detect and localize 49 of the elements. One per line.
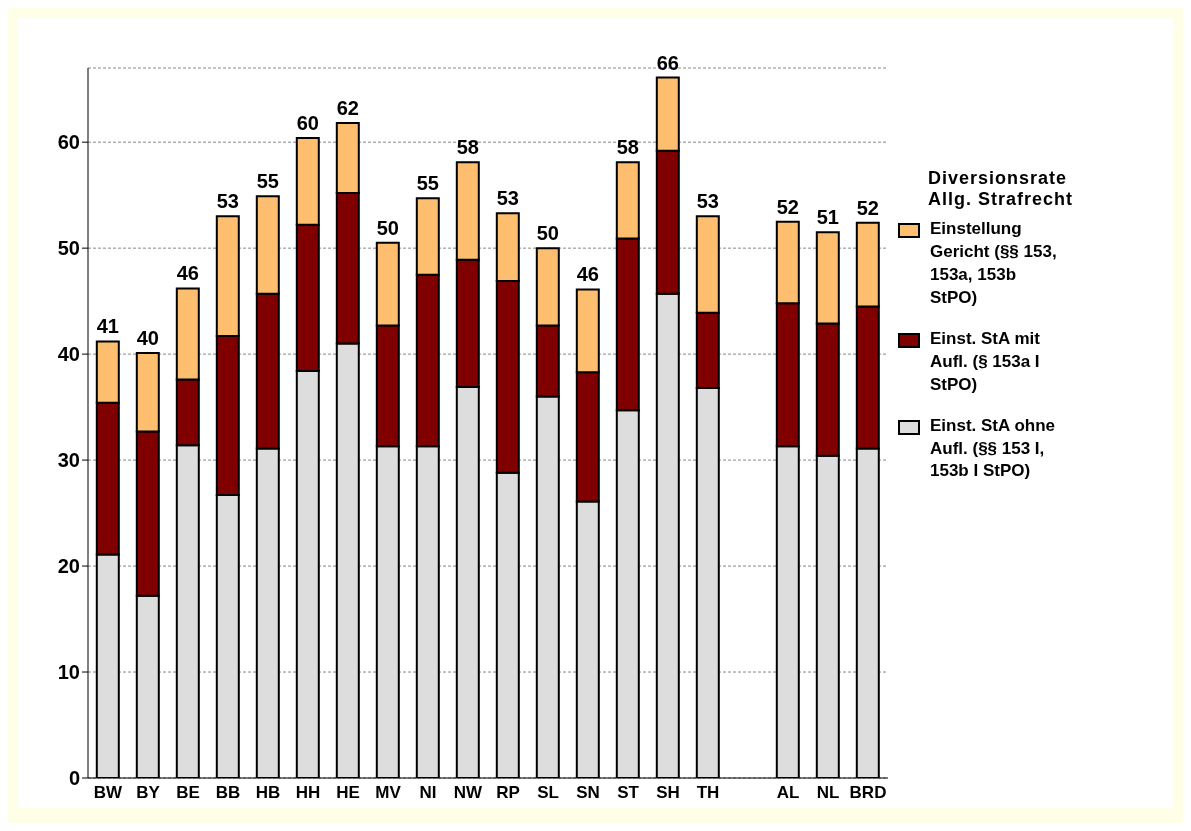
total-label: 60	[296, 111, 319, 134]
x-tick-label: RP	[496, 783, 520, 803]
total-label: 41	[96, 315, 119, 338]
x-tick-label: SL	[537, 783, 559, 803]
x-tick-label: BY	[136, 783, 161, 803]
legend-label: Einst. StA mit Aufl. (§ 153a I StPO)	[930, 327, 1041, 396]
total-label: 50	[376, 216, 399, 239]
x-tick-label: NI	[419, 783, 437, 803]
x-tick-label: BW	[93, 783, 124, 803]
x-tick-label: NL	[816, 783, 840, 803]
y-tick-label: 0	[68, 767, 80, 790]
x-tick-label: HB	[255, 783, 281, 803]
total-label: 40	[136, 327, 159, 350]
x-tick-label: SN	[576, 783, 600, 803]
y-tick-label: 60	[57, 131, 80, 154]
total-label: 66	[656, 51, 679, 74]
x-tick-label: SH	[656, 783, 680, 803]
y-tick-label: 10	[57, 661, 80, 684]
x-tick-label: HE	[336, 783, 360, 803]
legend-label: Einst. StA ohne Aufl. (§§ 153 I, 153b I StPO)	[930, 414, 1056, 483]
x-tick-label: ST	[617, 783, 640, 803]
total-label: 55	[416, 172, 439, 195]
total-label: 46	[576, 263, 599, 286]
total-label: 50	[536, 222, 559, 245]
total-label: 58	[616, 136, 639, 159]
x-tick-label: AL	[776, 783, 800, 803]
legend-title: Diversionsrate Allg. Strafrecht	[928, 168, 1075, 210]
y-tick-label: 30	[57, 449, 80, 472]
y-tick-label: 40	[57, 343, 80, 366]
x-tick-label: BE	[176, 783, 200, 803]
total-label: 62	[336, 97, 359, 120]
total-label: 55	[256, 170, 279, 193]
total-label: 46	[176, 262, 199, 285]
total-label: 52	[856, 196, 879, 219]
x-tick-label: NW	[453, 783, 484, 803]
y-tick-label: 50	[57, 237, 80, 260]
total-label: 53	[496, 187, 519, 210]
x-tick-label: HH	[295, 783, 321, 803]
x-tick-label: BRD	[849, 783, 887, 803]
legend-label: Einstellung Gericht (§§ 153, 153a, 153b StPO)	[930, 218, 1058, 309]
y-tick-label: 20	[57, 555, 80, 578]
total-label: 52	[776, 195, 799, 218]
x-tick-label: MV	[375, 783, 402, 803]
x-tick-label: BB	[215, 783, 241, 803]
total-label: 53	[216, 190, 239, 213]
total-label: 58	[456, 136, 479, 159]
total-label: 53	[696, 190, 719, 213]
x-tick-label: TH	[696, 783, 720, 803]
total-label: 51	[816, 206, 839, 229]
